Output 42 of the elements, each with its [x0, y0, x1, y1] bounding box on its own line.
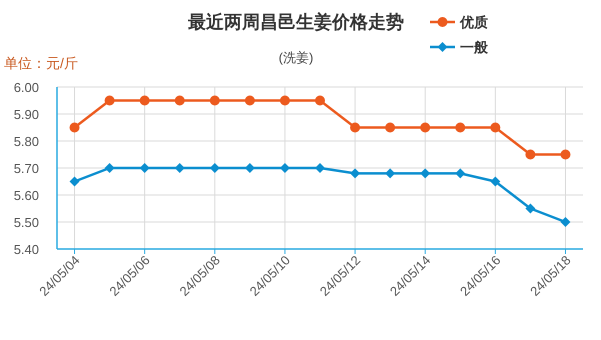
point [140, 96, 150, 106]
point [560, 150, 570, 160]
point [385, 168, 396, 178]
point [244, 96, 255, 106]
point [350, 122, 360, 132]
point [560, 217, 570, 227]
point [210, 96, 220, 106]
point [174, 163, 185, 173]
legend-label: 优质 [459, 14, 488, 30]
point [174, 96, 185, 106]
y-tick-label: 5.60 [14, 188, 39, 203]
point [420, 168, 430, 178]
point [490, 176, 500, 186]
point [280, 163, 290, 173]
point [385, 122, 396, 132]
y-tick-label: 6.00 [14, 80, 39, 95]
y-tick-label: 5.50 [14, 215, 39, 230]
y-axis-title: 单位：元/斤 [4, 55, 78, 71]
y-tick-label: 5.80 [14, 134, 39, 149]
point [420, 122, 430, 132]
y-tick-label: 5.70 [14, 161, 39, 176]
point [280, 96, 290, 106]
point [315, 96, 325, 106]
point [490, 122, 500, 132]
point [70, 176, 80, 186]
point [104, 163, 115, 173]
point [140, 163, 150, 173]
legend-label: 一般 [460, 39, 489, 55]
y-tick-label: 5.90 [14, 107, 39, 122]
chart-subtitle: (洗姜) [278, 50, 314, 65]
point [525, 150, 536, 160]
point [455, 168, 466, 178]
point [104, 96, 115, 106]
point [244, 163, 255, 173]
point [525, 204, 536, 214]
point [210, 163, 220, 173]
chart-title: 最近两周昌邑生姜价格走势 [187, 11, 404, 32]
point [70, 122, 80, 132]
point [315, 163, 325, 173]
point [350, 168, 360, 178]
y-tick-label: 5.40 [14, 242, 39, 257]
point [455, 122, 466, 132]
